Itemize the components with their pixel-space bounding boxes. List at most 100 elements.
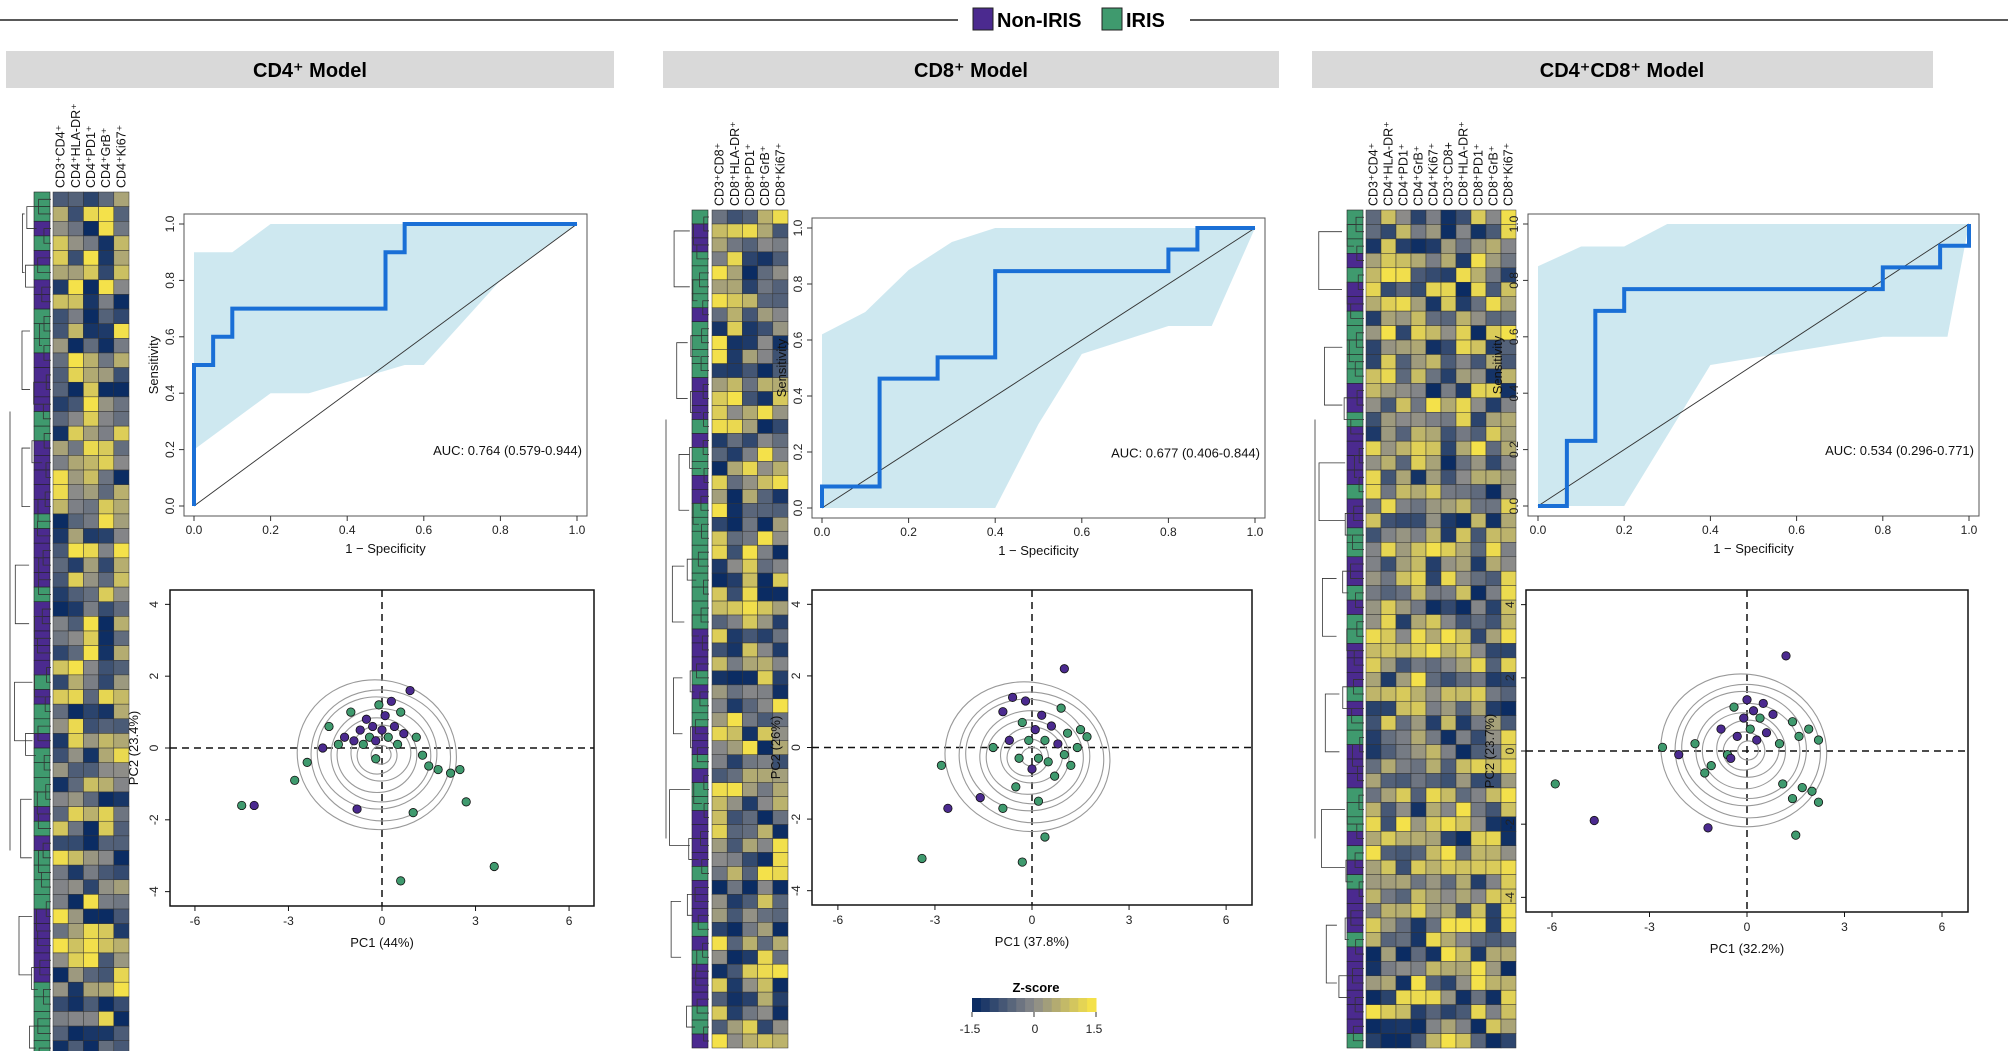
heatmap-cell — [742, 517, 758, 532]
pca-point — [1787, 793, 1798, 804]
roc-xtick-label: 1.0 — [1247, 525, 1264, 539]
heatmap-cell — [742, 1019, 758, 1035]
heatmap-cell — [1470, 455, 1487, 471]
heatmap-cell — [98, 250, 115, 266]
heatmap-cell — [1440, 787, 1457, 803]
heatmap-cell — [1395, 903, 1412, 919]
heatmap-cell — [67, 499, 84, 515]
heatmap-cell — [98, 323, 115, 339]
heatmap-cell — [1410, 253, 1427, 269]
heatmap-cell — [757, 866, 774, 881]
heatmap-cell — [726, 740, 743, 755]
heatmap-cell — [1380, 484, 1397, 500]
heatmap-cell — [742, 894, 758, 909]
heatmap-cell — [52, 630, 69, 646]
pca-point — [1020, 696, 1031, 706]
heatmap-cell — [98, 894, 115, 910]
heatmap-cell — [1365, 412, 1382, 427]
heatmap-cell — [1425, 281, 1442, 297]
heatmap-cell — [1395, 773, 1412, 789]
heatmap-cell — [83, 338, 99, 354]
heatmap-column-label: CD8⁺Ki67⁺ — [773, 143, 787, 206]
heatmap-cell — [1410, 599, 1427, 615]
heatmap-cell — [1440, 498, 1457, 514]
heatmap-cell — [1470, 859, 1487, 875]
heatmap-cell — [1440, 412, 1457, 427]
heatmap-cell — [1455, 527, 1472, 543]
heatmap-cell — [1365, 989, 1382, 1005]
heatmap-cell — [742, 740, 758, 755]
zscore-legend: Z-score -1.5 0 1.5 — [960, 980, 1103, 1036]
heatmap-cell — [1395, 570, 1412, 586]
heatmap-cell — [113, 996, 130, 1012]
heatmap-cell — [1440, 672, 1457, 688]
pca-density-contour — [1674, 683, 1821, 819]
heatmap-column-label: CD8⁺GrB⁺ — [1487, 146, 1501, 206]
roc-ytick-label: 0.4 — [791, 387, 805, 404]
heatmap-cell — [1410, 672, 1427, 688]
heatmap-cell — [772, 251, 789, 267]
heatmap-cell — [67, 557, 84, 573]
heatmap-cell — [1410, 426, 1427, 442]
pca-point — [377, 725, 387, 735]
heatmap-cell — [67, 908, 84, 924]
heatmap-cell — [1380, 715, 1397, 731]
heatmap-cell — [1485, 209, 1502, 225]
roc-frame — [1527, 213, 1980, 517]
heatmap-cell — [1485, 397, 1502, 413]
heatmap-cell — [711, 377, 728, 392]
heatmap-cell — [711, 852, 728, 867]
heatmap-cell — [1410, 773, 1427, 789]
heatmap-cell — [757, 349, 774, 364]
legend-label-iris: IRIS — [1126, 10, 1165, 32]
heatmap-cell — [1380, 498, 1397, 514]
heatmap-cell — [113, 601, 130, 617]
heatmap-cell — [83, 879, 99, 895]
heatmap-cell — [83, 323, 99, 339]
heatmap-cell — [772, 586, 789, 602]
heatmap-cell — [1425, 888, 1442, 904]
heatmap-cell — [1425, 310, 1442, 326]
panel-title-cd4cd8: CD4⁺CD8⁺ Model — [1540, 60, 1704, 82]
heatmap-cell — [757, 307, 774, 322]
heatmap-cell — [98, 938, 115, 954]
roc-xtick-label: 0.4 — [1702, 523, 1719, 537]
heatmap-cell — [1440, 614, 1457, 630]
heatmap-cell — [1425, 296, 1442, 312]
panel-title-cd8: CD8⁺ Model — [914, 60, 1028, 82]
heatmap-cell — [1395, 296, 1412, 312]
heatmap-cell — [1455, 339, 1472, 355]
heatmap-cell — [1500, 585, 1517, 601]
pca-point — [1056, 703, 1066, 713]
heatmap-cell — [98, 294, 115, 310]
pca-point — [1794, 731, 1804, 741]
heatmap-cell — [1485, 484, 1502, 500]
heatmap-cell — [83, 440, 99, 456]
heatmap-cell — [1380, 975, 1397, 991]
heatmap-cell — [726, 642, 743, 658]
heatmap-cell — [1410, 484, 1427, 500]
heatmap-cell — [1500, 253, 1517, 269]
heatmap-cell — [83, 952, 99, 968]
heatmap-cell — [1440, 961, 1457, 977]
heatmap-cell — [1455, 946, 1472, 962]
heatmap-cell — [726, 544, 743, 560]
heatmap-cell — [98, 499, 115, 515]
pca-point — [1007, 692, 1018, 702]
heatmap-cell — [1470, 325, 1487, 341]
pca-point — [489, 861, 499, 872]
pca-point — [1040, 832, 1050, 842]
heatmap-cell — [1425, 527, 1442, 543]
heatmap-cell — [757, 880, 774, 895]
heatmap-cell — [98, 762, 115, 778]
heatmap-cell — [52, 338, 69, 354]
heatmap-cell — [1395, 585, 1412, 601]
heatmap-cell — [726, 377, 743, 392]
heatmap-cell — [1485, 672, 1502, 688]
heatmap-cell — [711, 475, 728, 490]
heatmap-cell — [1365, 426, 1382, 442]
heatmap-cell — [757, 419, 774, 434]
heatmap-cell — [772, 209, 789, 225]
pca-point — [1761, 728, 1772, 738]
heatmap-cell — [757, 894, 774, 909]
